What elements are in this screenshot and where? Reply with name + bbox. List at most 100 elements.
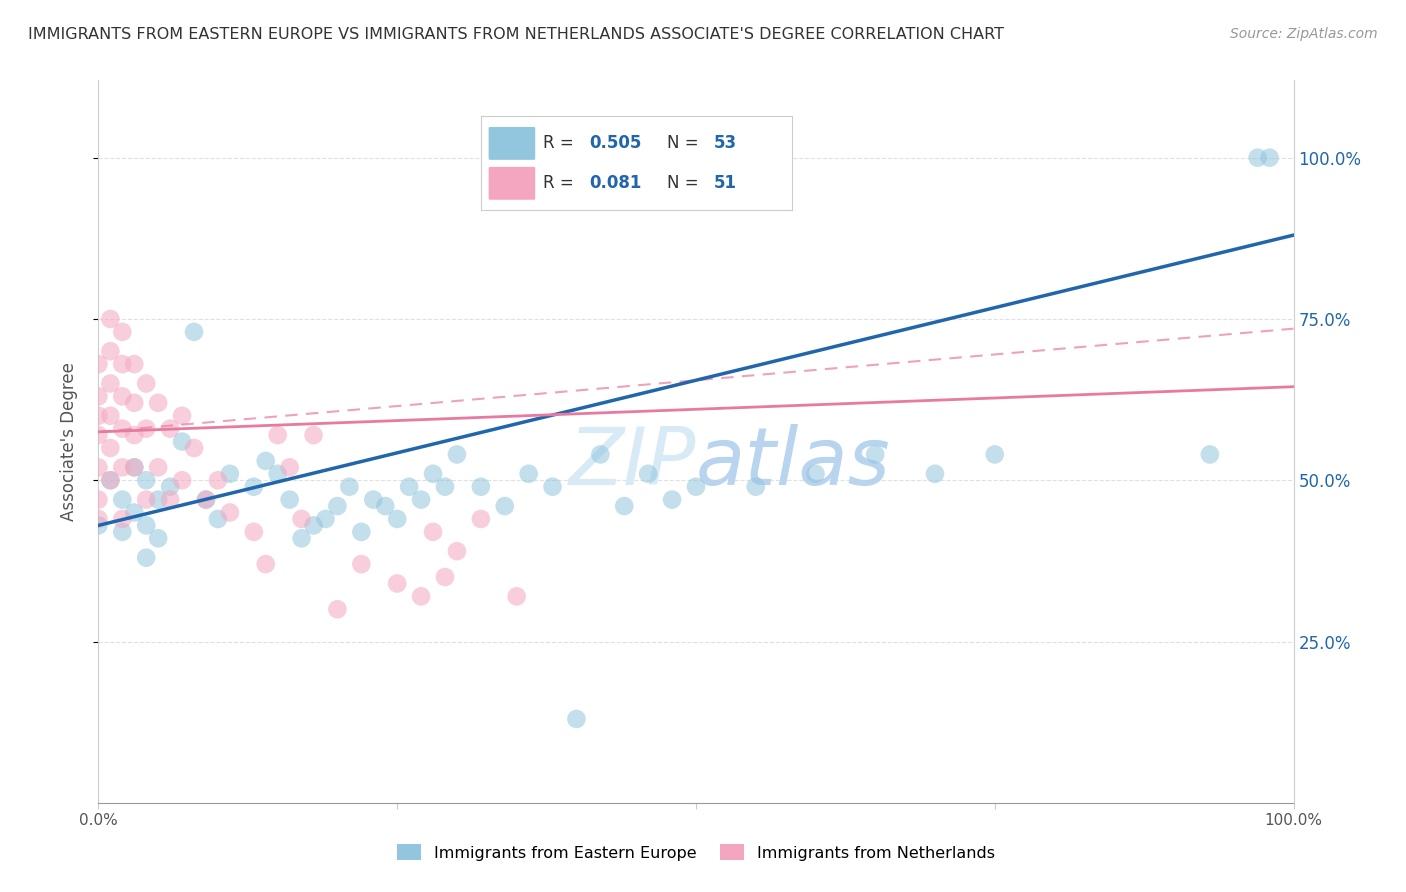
Immigrants from Netherlands	[87, 428, 110, 442]
Immigrants from Eastern Europe	[385, 512, 409, 526]
Immigrants from Eastern Europe	[135, 473, 157, 487]
Immigrants from Netherlands	[135, 376, 157, 391]
Immigrants from Netherlands	[195, 492, 218, 507]
Immigrants from Eastern Europe	[470, 480, 492, 494]
Immigrants from Eastern Europe	[159, 480, 181, 494]
Immigrants from Netherlands	[111, 357, 134, 371]
Immigrants from Netherlands	[135, 422, 157, 436]
Immigrants from Eastern Europe	[124, 506, 146, 520]
Immigrants from Eastern Europe	[195, 492, 218, 507]
Immigrants from Netherlands	[98, 441, 122, 455]
Immigrants from Netherlands	[124, 357, 146, 371]
Immigrants from Netherlands	[422, 524, 444, 539]
Immigrants from Eastern Europe	[207, 512, 229, 526]
Immigrants from Eastern Europe	[219, 467, 242, 481]
Immigrants from Eastern Europe	[565, 712, 588, 726]
Immigrants from Eastern Europe	[243, 480, 266, 494]
Immigrants from Eastern Europe	[1258, 151, 1281, 165]
Immigrants from Eastern Europe	[804, 467, 827, 481]
Immigrants from Netherlands	[87, 389, 110, 403]
Immigrants from Netherlands	[470, 512, 492, 526]
Immigrants from Eastern Europe	[98, 473, 122, 487]
Immigrants from Eastern Europe	[172, 434, 194, 449]
Immigrants from Netherlands	[326, 602, 349, 616]
Immigrants from Eastern Europe	[517, 467, 540, 481]
Immigrants from Netherlands	[111, 389, 134, 403]
Immigrants from Netherlands	[254, 557, 277, 571]
Immigrants from Netherlands	[385, 576, 409, 591]
Immigrants from Netherlands	[98, 473, 122, 487]
Immigrants from Netherlands	[111, 422, 134, 436]
Immigrants from Eastern Europe	[685, 480, 707, 494]
Immigrants from Netherlands	[111, 460, 134, 475]
Immigrants from Eastern Europe	[411, 492, 433, 507]
Immigrants from Eastern Europe	[434, 480, 457, 494]
Immigrants from Eastern Europe	[924, 467, 946, 481]
Text: IMMIGRANTS FROM EASTERN EUROPE VS IMMIGRANTS FROM NETHERLANDS ASSOCIATE'S DEGREE: IMMIGRANTS FROM EASTERN EUROPE VS IMMIGR…	[28, 27, 1004, 42]
Immigrants from Netherlands	[98, 409, 122, 423]
Immigrants from Netherlands	[207, 473, 229, 487]
Immigrants from Netherlands	[411, 590, 433, 604]
Legend: Immigrants from Eastern Europe, Immigrants from Netherlands: Immigrants from Eastern Europe, Immigran…	[391, 838, 1001, 867]
Immigrants from Netherlands	[183, 441, 205, 455]
Immigrants from Netherlands	[148, 396, 170, 410]
Immigrants from Netherlands	[219, 506, 242, 520]
Immigrants from Eastern Europe	[278, 492, 301, 507]
Immigrants from Eastern Europe	[374, 499, 396, 513]
Immigrants from Netherlands	[87, 357, 110, 371]
Immigrants from Eastern Europe	[446, 447, 468, 461]
Immigrants from Eastern Europe	[148, 492, 170, 507]
Immigrants from Eastern Europe	[254, 454, 277, 468]
Immigrants from Netherlands	[172, 473, 194, 487]
Immigrants from Eastern Europe	[422, 467, 444, 481]
Text: Source: ZipAtlas.com: Source: ZipAtlas.com	[1230, 27, 1378, 41]
Immigrants from Eastern Europe	[87, 518, 110, 533]
Immigrants from Netherlands	[98, 376, 122, 391]
Immigrants from Netherlands	[124, 460, 146, 475]
Immigrants from Netherlands	[159, 422, 181, 436]
Immigrants from Netherlands	[124, 428, 146, 442]
Immigrants from Netherlands	[111, 325, 134, 339]
Immigrants from Netherlands	[446, 544, 468, 558]
Immigrants from Eastern Europe	[1247, 151, 1270, 165]
Immigrants from Netherlands	[111, 512, 134, 526]
Immigrants from Eastern Europe	[589, 447, 612, 461]
Immigrants from Netherlands	[291, 512, 314, 526]
Immigrants from Netherlands	[148, 460, 170, 475]
Immigrants from Eastern Europe	[267, 467, 290, 481]
Immigrants from Netherlands	[350, 557, 373, 571]
Immigrants from Netherlands	[172, 409, 194, 423]
Immigrants from Netherlands	[87, 492, 110, 507]
Immigrants from Netherlands	[243, 524, 266, 539]
Immigrants from Eastern Europe	[148, 531, 170, 545]
Immigrants from Eastern Europe	[135, 550, 157, 565]
Immigrants from Eastern Europe	[124, 460, 146, 475]
Immigrants from Netherlands	[87, 460, 110, 475]
Immigrants from Netherlands	[87, 409, 110, 423]
Immigrants from Eastern Europe	[637, 467, 659, 481]
Immigrants from Eastern Europe	[315, 512, 337, 526]
Immigrants from Eastern Europe	[339, 480, 361, 494]
Immigrants from Eastern Europe	[111, 524, 134, 539]
Immigrants from Eastern Europe	[111, 492, 134, 507]
Text: atlas: atlas	[696, 425, 891, 502]
Immigrants from Netherlands	[159, 492, 181, 507]
Immigrants from Eastern Europe	[302, 518, 325, 533]
Immigrants from Eastern Europe	[363, 492, 385, 507]
Immigrants from Eastern Europe	[984, 447, 1007, 461]
Immigrants from Eastern Europe	[613, 499, 636, 513]
Immigrants from Eastern Europe	[291, 531, 314, 545]
Immigrants from Netherlands	[278, 460, 301, 475]
Immigrants from Eastern Europe	[350, 524, 373, 539]
Immigrants from Eastern Europe	[494, 499, 516, 513]
Immigrants from Eastern Europe	[541, 480, 564, 494]
Immigrants from Eastern Europe	[183, 325, 205, 339]
Immigrants from Netherlands	[87, 512, 110, 526]
Immigrants from Netherlands	[135, 492, 157, 507]
Immigrants from Eastern Europe	[326, 499, 349, 513]
Immigrants from Eastern Europe	[745, 480, 768, 494]
Immigrants from Netherlands	[124, 396, 146, 410]
Immigrants from Netherlands	[267, 428, 290, 442]
Immigrants from Eastern Europe	[661, 492, 683, 507]
Text: ZIP: ZIP	[568, 425, 696, 502]
